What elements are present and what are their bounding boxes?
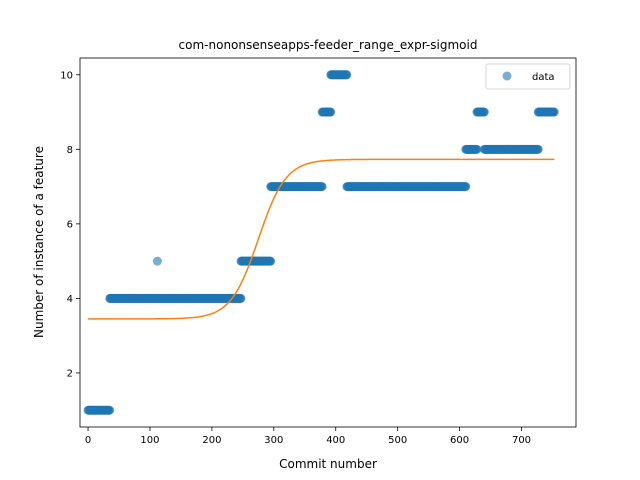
y-axis-ticks: 2 4 6 8 10 xyxy=(60,70,80,379)
axes-frame xyxy=(79,57,577,428)
data-point xyxy=(317,182,327,192)
legend-marker-data xyxy=(502,71,512,81)
data-point xyxy=(152,256,162,266)
y-tick-label: 6 xyxy=(67,219,73,230)
data-point xyxy=(266,256,276,266)
data-point xyxy=(461,182,471,192)
data-point xyxy=(479,107,489,117)
legend: data xyxy=(485,63,571,90)
x-tick-label: 400 xyxy=(326,435,345,446)
x-tick-label: 500 xyxy=(388,435,407,446)
data-point xyxy=(326,107,336,117)
x-tick-label: 700 xyxy=(512,435,531,446)
data-point xyxy=(342,70,352,80)
x-tick-label: 0 xyxy=(85,435,91,446)
data-point xyxy=(236,293,246,303)
legend-frame xyxy=(485,63,571,90)
legend-label-data: data xyxy=(532,72,555,83)
data-point xyxy=(472,144,482,154)
sigmoid-fit-line xyxy=(88,158,555,320)
y-tick-label: 8 xyxy=(67,145,73,156)
x-tick-label: 200 xyxy=(202,435,221,446)
y-tick-label: 2 xyxy=(67,368,73,379)
x-axis-label: Commit number xyxy=(279,457,377,471)
series-layer xyxy=(83,70,559,415)
chart-title: com-nononsenseapps-feeder_range_expr-sig… xyxy=(179,38,478,52)
data-point xyxy=(533,144,543,154)
x-tick-label: 100 xyxy=(140,435,159,446)
x-axis-ticks: 0 100 200 300 400 500 600 700 xyxy=(85,427,531,446)
y-tick-label: 4 xyxy=(67,294,73,305)
y-tick-label: 10 xyxy=(60,70,73,81)
x-tick-label: 600 xyxy=(450,435,469,446)
data-point xyxy=(105,405,115,415)
plot-area xyxy=(79,57,577,428)
y-axis-label: Number of instance of a feature xyxy=(32,146,46,338)
data-point xyxy=(549,107,559,117)
x-tick-label: 300 xyxy=(264,435,283,446)
axes-background xyxy=(80,58,576,427)
